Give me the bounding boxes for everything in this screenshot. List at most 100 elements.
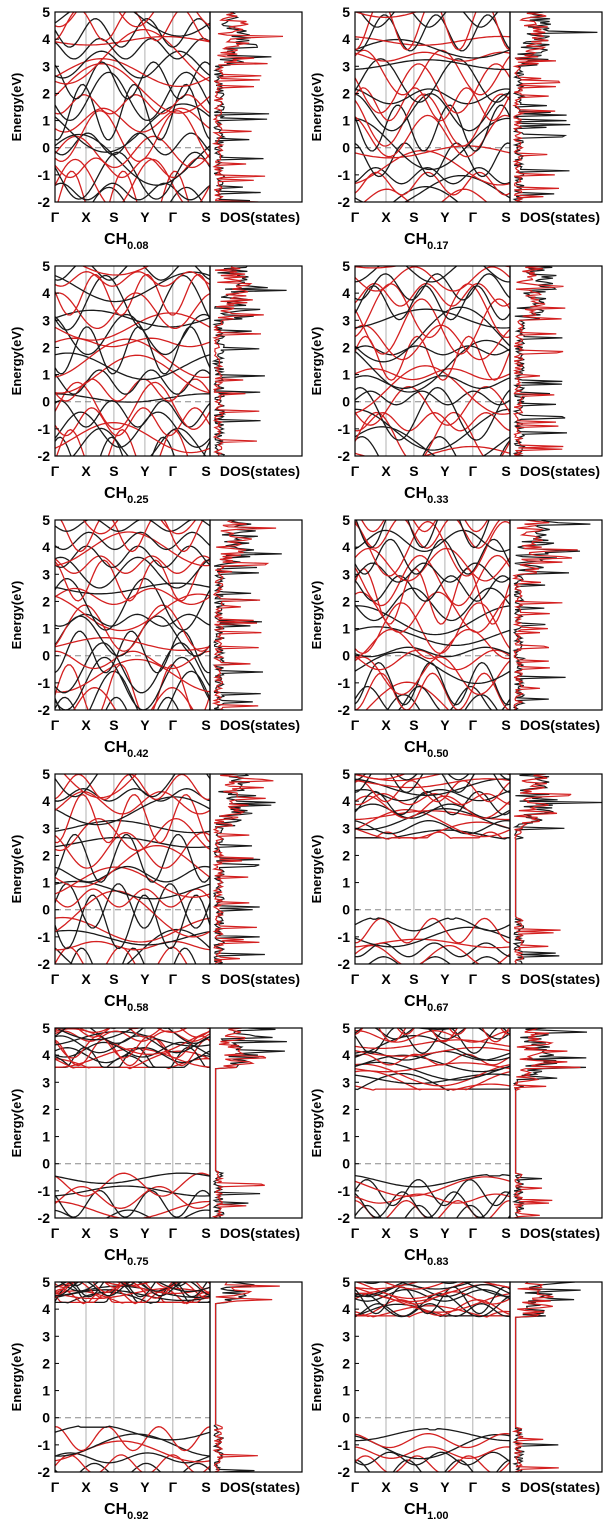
panel-title-subscript: 0.33 [427,494,448,506]
dos-frame [209,1027,303,1219]
band-line [55,832,211,869]
band-line [55,313,211,356]
panel-title: CH0.75 [104,1247,149,1268]
band-line [55,354,211,394]
band-line [55,1028,211,1038]
band-line [55,18,211,48]
band-line [355,562,511,583]
band-line [355,266,511,269]
panel-0.33: 5 4 3 2 1 0 -1 -2 Energy(eV) Γ X S Y Γ S DOS(states) CH0… [309,258,603,506]
k-point-label: Γ [469,1479,478,1495]
y-tick-label: 1 [342,1383,350,1399]
k-point-label: Y [140,1479,150,1495]
band-line [55,1189,211,1218]
k-point-label: S [409,209,418,225]
band-line [68,1282,188,1287]
k-point-label: S [501,1479,510,1495]
y-tick-label: -1 [38,1183,51,1199]
k-point-label: S [409,971,418,987]
k-point-label: Γ [169,717,178,733]
dos-axis-label: DOS(states) [520,971,600,987]
band-line [355,63,511,114]
band-line [55,381,211,430]
band-line [55,28,211,85]
panel-title-subscript: 0.83 [427,1256,448,1268]
y-tick-label: -2 [38,702,51,718]
band-line [355,1053,511,1066]
band-line [355,273,511,301]
y-tick-label: 4 [342,539,350,555]
panel-title-base: CH [404,485,427,502]
y-tick-label: 0 [342,648,350,664]
band-line [55,151,211,200]
plot-area [55,266,287,456]
band-line [355,1459,511,1472]
band-line [55,894,211,950]
y-axis-label: Energy(eV) [9,581,24,650]
band-line [55,788,211,802]
y-tick-label: 0 [42,1410,50,1426]
y-tick-label: 3 [42,1328,50,1344]
k-point-label: S [501,209,510,225]
band-line [55,369,211,395]
panel-title: CH0.25 [104,485,149,506]
dos-curve [513,774,572,964]
y-tick-label: -2 [338,1210,351,1226]
k-point-label: S [409,717,418,733]
k-point-label: Γ [351,1479,360,1495]
band-line [55,50,211,79]
band-line [355,51,511,62]
y-tick-label: 4 [342,285,350,301]
band-line [355,1455,511,1472]
band-line [70,947,197,964]
band-line [355,1269,510,1279]
y-tick-label: 1 [42,1383,50,1399]
y-tick-label: 4 [342,793,350,809]
y-tick-label: 4 [42,539,50,555]
band-line [55,1035,211,1059]
panel-0.83: 5 4 3 2 1 0 -1 -2 Energy(eV) Γ X S Y Γ S DOS(states) CH0… [309,1020,603,1268]
k-point-label: Γ [51,463,60,479]
band-line [414,1028,463,1030]
y-tick-label: 5 [42,766,50,782]
band-line [55,35,211,46]
band-line [55,593,211,632]
k-point-label: X [381,717,391,733]
y-tick-label: 2 [42,593,50,609]
k-point-label: X [81,209,91,225]
dos-curve [211,1028,267,1218]
band-line [355,626,511,647]
y-tick-label: 1 [342,875,350,891]
band-line [55,1462,211,1472]
k-point-label: Γ [469,1225,478,1241]
panel-title: CH0.42 [104,739,149,760]
dos-axis-label: DOS(states) [220,463,300,479]
band-line [55,428,189,456]
k-point-label: Γ [351,717,360,733]
dos-curve [211,774,274,964]
y-tick-label: 2 [342,1101,350,1117]
y-axis-label: Energy(eV) [9,327,24,396]
k-point-label: Y [440,1479,450,1495]
y-tick-label: 1 [342,367,350,383]
band-line [355,1283,511,1298]
plot-area [355,774,602,964]
band-line [355,820,511,835]
dos-curve [212,1282,280,1472]
band-line [355,917,511,932]
y-tick-label: -2 [38,194,51,210]
panel-0.92: 5 4 3 2 1 0 -1 -2 Energy(eV) Γ X S Y Γ S DOS(states) CH0… [9,1274,303,1522]
k-point-label: Γ [469,717,478,733]
y-tick-label: 5 [342,1020,350,1036]
panel-title: CH0.17 [404,231,449,252]
band-line [55,819,211,834]
panel-title: CH1.00 [404,1501,449,1522]
band-line [55,107,211,133]
panel-0.50: 5 4 3 2 1 0 -1 -2 Energy(eV) Γ X S Y Γ S DOS(states) CH0… [309,512,603,760]
k-point-label: Γ [351,463,360,479]
band-line [355,520,490,549]
band-line [55,774,211,798]
panel-1.00: 5 4 3 2 1 0 -1 -2 Energy(eV) Γ X S Y Γ S DOS(states) CH1… [309,1269,603,1522]
y-tick-label: 1 [42,875,50,891]
